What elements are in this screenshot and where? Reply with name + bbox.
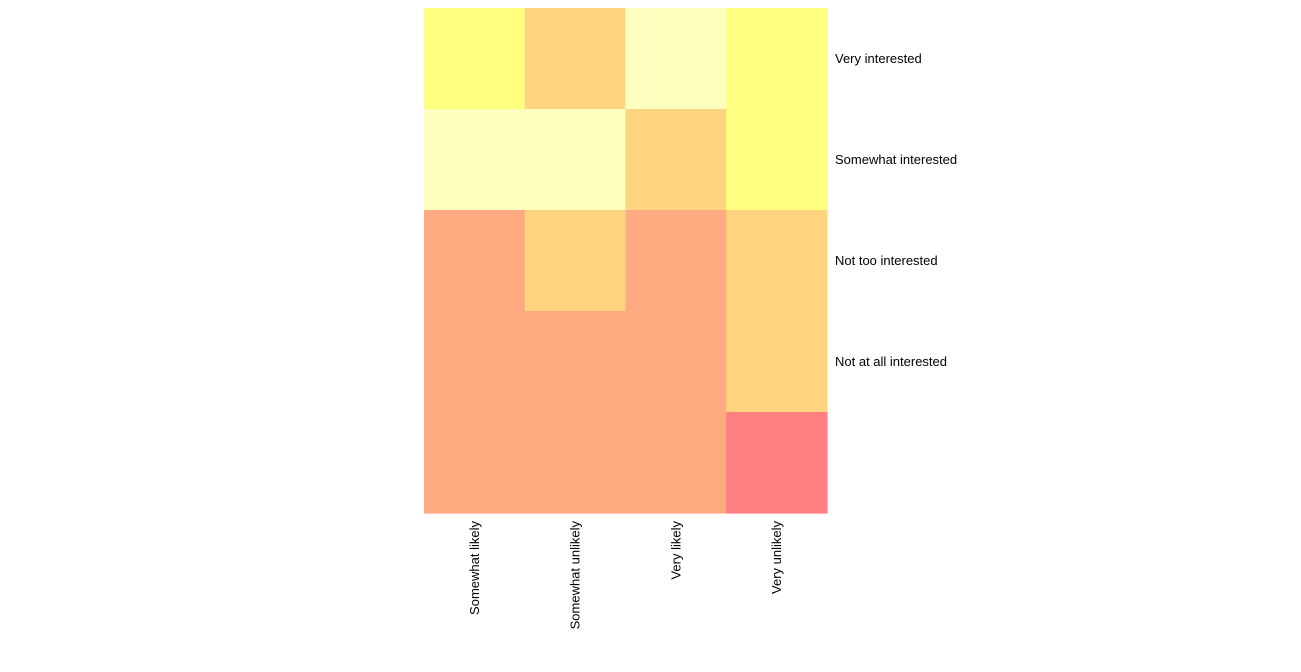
- column-tick-label: Somewhat likely: [467, 521, 482, 615]
- column-tick-label: Very likely: [668, 521, 683, 580]
- heatmap-cell: [625, 412, 727, 514]
- heatmap-cell: [726, 8, 828, 110]
- heatmap-cell: [424, 412, 526, 514]
- heatmap-cell: [625, 109, 727, 211]
- heatmap-cells: [424, 8, 828, 514]
- heatmap-cell: [424, 210, 526, 312]
- heatmap-cell: [625, 311, 727, 413]
- row-tick-label: Not at all interested: [835, 354, 947, 369]
- heatmap-cell: [726, 210, 828, 312]
- row-labels: Very interested Somewhat interested Not to…: [835, 51, 957, 369]
- heatmap-cell: [625, 8, 727, 110]
- heatmap-cell: [524, 311, 627, 413]
- heatmap-cell: [424, 311, 526, 413]
- heatmap-cell: [625, 210, 727, 312]
- heatmap-cell: [424, 109, 526, 211]
- heatmap-cell: [524, 412, 627, 514]
- heatmap-cell: [524, 8, 627, 110]
- column-tick-label: Somewhat unlikely: [568, 521, 583, 630]
- heatmap-cell: [726, 412, 828, 514]
- heatmap-cell: [424, 8, 526, 110]
- row-tick-label: Not too interested: [835, 253, 938, 268]
- row-tick-label: Very interested: [835, 51, 922, 66]
- heatmap-cell: [726, 109, 828, 211]
- column-labels: Somewhat likely Somewhat unlikely Very lik…: [467, 521, 784, 630]
- row-tick-label: Somewhat interested: [835, 152, 957, 167]
- heatmap-cell: [524, 210, 627, 312]
- heatmap-cell: [524, 109, 627, 211]
- column-tick-label: Very unlikely: [769, 521, 784, 594]
- heatmap-cell: [726, 311, 828, 413]
